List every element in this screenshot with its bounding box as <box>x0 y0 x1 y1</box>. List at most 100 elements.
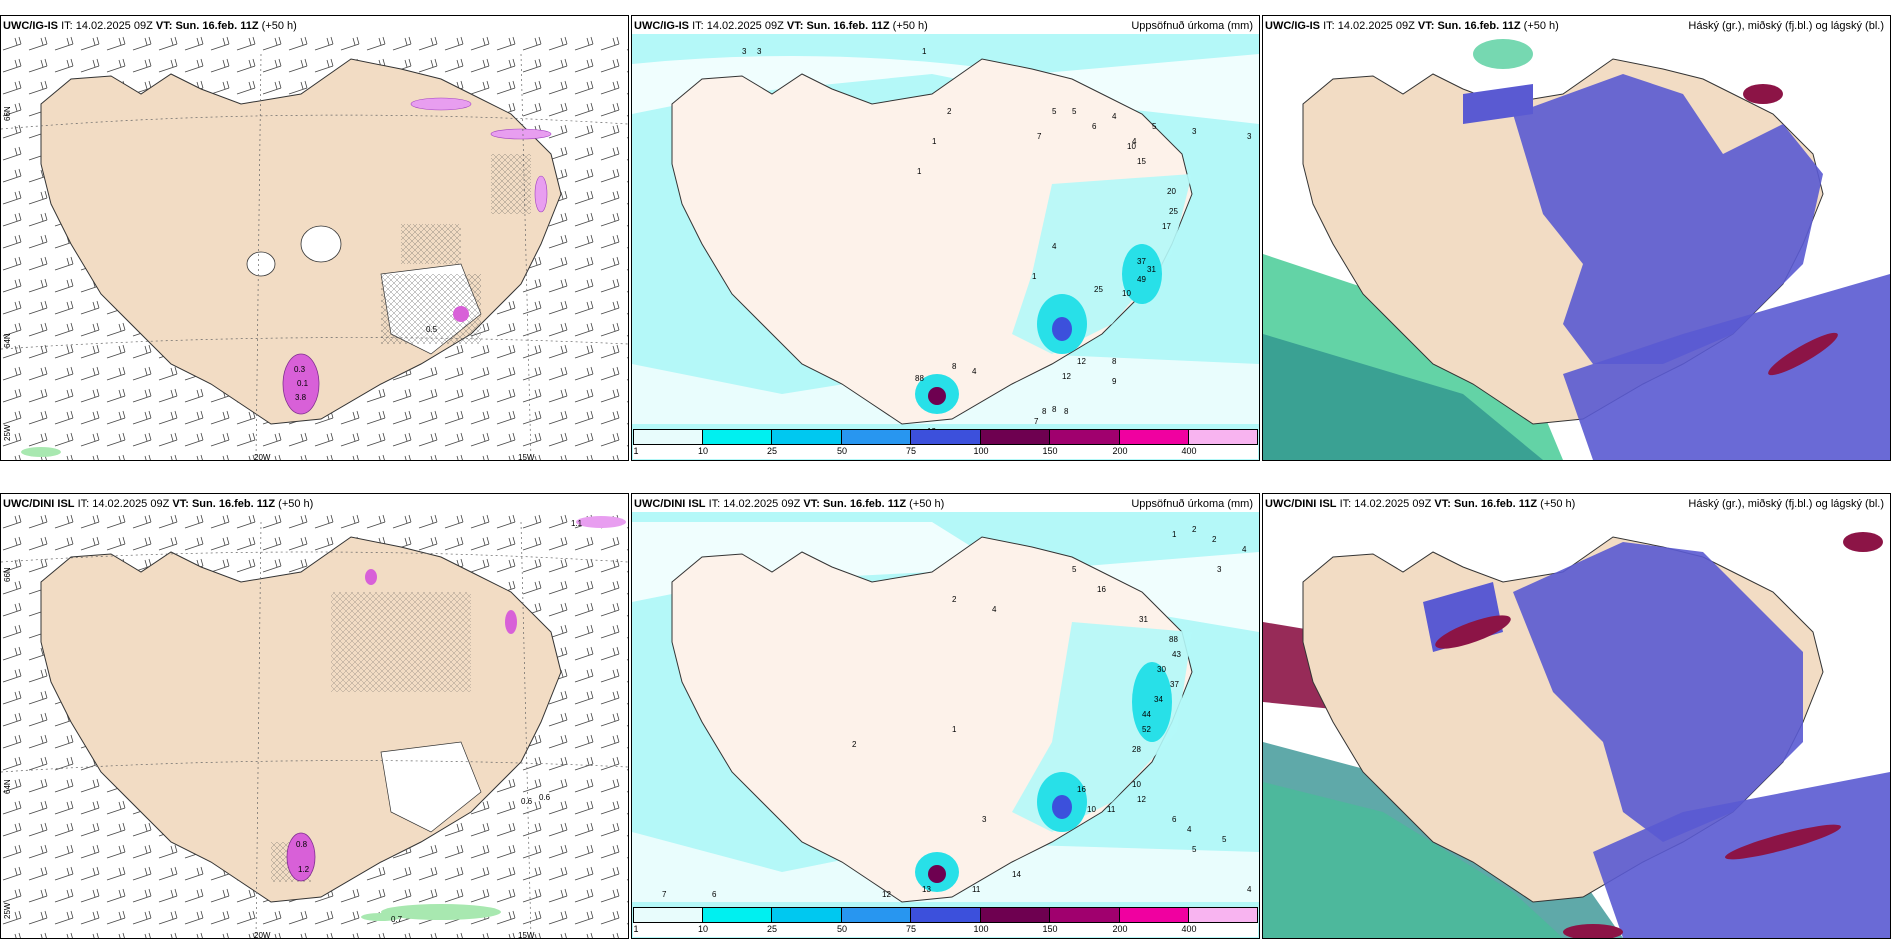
precip-value: 20 <box>1167 187 1176 196</box>
colorbar-tick: 25 <box>766 446 778 456</box>
precip-value: 31 <box>1147 265 1156 274</box>
precip-value: 2 <box>852 740 857 749</box>
precip-value: 3 <box>742 47 747 56</box>
vt-value: Sun. 16.feb. 11Z <box>822 498 907 510</box>
model-name: UWC/DINI ISL <box>1265 498 1337 510</box>
map-precip-ig: 3 3 1 2 1 1 7 5 5 6 4 4 5 3 10 15 20 25 … <box>632 34 1259 460</box>
lon-label-15: 15W <box>518 453 535 461</box>
colorbar-tick: 75 <box>905 924 917 934</box>
vt-value: Sun. 16.feb. 11Z <box>175 20 259 32</box>
colorbar-segment <box>842 907 911 923</box>
precip-value: 3 <box>982 815 987 824</box>
it-value: 14.02.2025 09Z <box>75 20 153 32</box>
precip-value: 3 <box>1217 565 1222 574</box>
it-label: IT: <box>692 20 704 32</box>
precip-value: 6 <box>1172 815 1177 824</box>
map-clouds-dini <box>1263 512 1890 938</box>
precip-value: 12 <box>1062 372 1071 381</box>
wind-value: 0.8 <box>296 840 308 849</box>
precip-value: 3 <box>1192 127 1197 136</box>
lead-time: (+50 h) <box>1540 498 1576 510</box>
colorbar-tick: 50 <box>836 446 848 456</box>
colorbar: 1 10 25 50 75 100 150 200 400 <box>633 429 1258 459</box>
lon-label-20: 20W <box>254 931 271 939</box>
precip-value: 4 <box>1112 112 1117 121</box>
precip-value: 1 <box>922 47 927 56</box>
vt-value: Sun. 16.feb. 11Z <box>1453 498 1538 510</box>
precip-value: 2 <box>952 595 957 604</box>
panel-precip-ig: UWC/IG-IS IT: 14.02.2025 09Z VT: Sun. 16… <box>631 15 1260 461</box>
panel-title: Uppsöfnuð úrkoma (mm) <box>1131 20 1253 32</box>
precip-value: 7 <box>662 890 667 899</box>
precip-value: 1 <box>1172 530 1177 539</box>
precip-value: 28 <box>1132 745 1141 754</box>
colorbar: 1 10 25 50 75 100 150 200 400 <box>633 907 1258 937</box>
colorbar-segment <box>1189 907 1258 923</box>
precip-value: 4 <box>1242 545 1247 554</box>
panel-header: UWC/DINI ISL IT: 14.02.2025 09Z VT: Sun.… <box>1265 496 1886 512</box>
precip-value: 5 <box>1192 845 1197 854</box>
panel-precip-dini: UWC/DINI ISL IT: 14.02.2025 09Z VT: Sun.… <box>631 493 1260 939</box>
colorbar-tick: 1 <box>633 924 639 934</box>
precip-value: 52 <box>1142 725 1151 734</box>
precip-value: 9 <box>1112 377 1117 386</box>
map-clouds-ig <box>1263 34 1890 460</box>
precip-value: 7 <box>1034 417 1039 426</box>
lat-label-65: 25W <box>3 424 12 441</box>
precip-value: 37 <box>1170 680 1179 689</box>
panel-title: Uppsöfnuð úrkoma (mm) <box>1131 498 1253 510</box>
lon-label-15: 15W <box>518 931 535 939</box>
precip-value: 37 <box>1137 257 1146 266</box>
colorbar-segment <box>911 429 981 445</box>
precip-value: 14 <box>1012 870 1021 879</box>
precip-value: 3 <box>757 47 762 56</box>
wind-value: 0.3 <box>294 365 306 374</box>
colorbar-tick: 150 <box>1042 924 1058 934</box>
panel-clouds-dini: UWC/DINI ISL IT: 14.02.2025 09Z VT: Sun.… <box>1262 493 1891 939</box>
lead-time: (+50 h) <box>1523 20 1559 32</box>
precip-value: 25 <box>1169 207 1178 216</box>
lat-label-66: 66N <box>3 567 12 582</box>
vt-value: Sun. 16.feb. 11Z <box>1437 20 1521 32</box>
model-name: UWC/IG-IS <box>3 20 58 32</box>
panel-title: Háský (gr.), miðský (fj.bl.) og lágský (… <box>1688 498 1884 510</box>
colorbar-segment <box>1189 429 1258 445</box>
precip-value: 25 <box>1094 285 1103 294</box>
precip-value: 6 <box>712 890 717 899</box>
colorbar-segment <box>911 907 981 923</box>
it-label: IT: <box>1339 498 1352 510</box>
colorbar-segment <box>1120 429 1189 445</box>
colorbar-tick: 100 <box>973 924 989 934</box>
precip-value: 88 <box>1169 635 1178 644</box>
vt-label: VT: <box>1417 20 1435 32</box>
map-wind-dini: 1.1 0.6 0.6 0.7 0.8 1.2 <box>1 512 628 938</box>
precip-value: 16 <box>1097 585 1106 594</box>
colorbar-tick: 10 <box>697 446 709 456</box>
vt-label: VT: <box>155 20 173 32</box>
precip-value: 8 <box>952 362 957 371</box>
precip-value: 7 <box>1037 132 1042 141</box>
vt-label: VT: <box>1434 498 1451 510</box>
lat-label-64: 64N <box>3 779 12 794</box>
precip-value: 6 <box>1092 122 1097 131</box>
colorbar-segment <box>1050 429 1120 445</box>
precip-value: 15 <box>1137 157 1146 166</box>
precip-value: 4 <box>972 367 977 376</box>
precip-value: 17 <box>1162 222 1171 231</box>
wind-value: 1.2 <box>298 865 310 874</box>
it-value: 14.02.2025 09Z <box>723 498 801 510</box>
precip-value: 12 <box>882 890 891 899</box>
precip-value: 5 <box>1072 565 1077 574</box>
colorbar-tick: 400 <box>1181 446 1197 456</box>
colorbar-segment <box>633 429 703 445</box>
precip-value: 30 <box>1157 665 1166 674</box>
model-name: UWC/DINI ISL <box>634 498 706 510</box>
lead-time: (+50 h) <box>261 20 297 32</box>
panel-wind-ig: UWC/IG-IS IT: 14.02.2025 09Z VT: Sun. 16… <box>0 15 629 461</box>
colorbar-segment <box>981 429 1050 445</box>
it-value: 14.02.2025 09Z <box>1354 498 1432 510</box>
model-name: UWC/DINI ISL <box>3 498 75 510</box>
colorbar-tick: 200 <box>1112 446 1128 456</box>
panel-header: UWC/DINI ISL IT: 14.02.2025 09Z VT: Sun.… <box>634 496 1255 512</box>
wind-value: 1.1 <box>571 519 583 528</box>
